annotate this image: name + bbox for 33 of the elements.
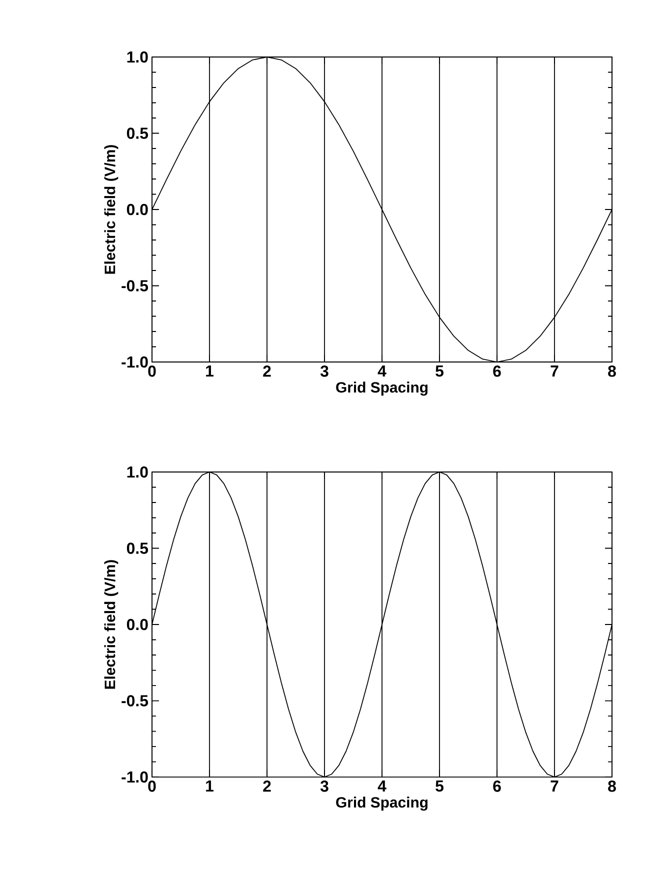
y-tick-label: 0.0 — [126, 618, 148, 630]
x-tick-label: 3 — [320, 780, 328, 792]
x-tick-label: 2 — [263, 780, 271, 792]
y-tick-label: 0.0 — [126, 204, 148, 216]
y-tick-label: -0.5 — [122, 695, 148, 706]
x-tick-label: 4 — [378, 366, 386, 376]
y-tick-label: 0.5 — [126, 128, 148, 139]
x-tick-label: 6 — [493, 366, 501, 377]
y-tick-label: -1.0 — [122, 771, 148, 783]
y-tick-label: 0.5 — [126, 542, 148, 554]
x-tick-label: 6 — [493, 780, 501, 792]
x-tick-label: 1 — [206, 366, 214, 376]
line-series — [152, 472, 612, 778]
y-axis-title: Electric field (V/m) — [104, 145, 118, 274]
x-tick-label: 5 — [436, 366, 444, 377]
y-tick-label: 1.0 — [127, 466, 148, 478]
x-tick-label: 8 — [608, 780, 616, 792]
x-axis-title: Grid Spacing — [336, 382, 428, 396]
x-tick-label: 0 — [148, 366, 156, 377]
x-tick-label: 3 — [320, 366, 328, 377]
x-tick-label: 1 — [206, 780, 214, 792]
x-tick-label: 2 — [263, 366, 271, 377]
x-tick-label: 8 — [608, 366, 616, 377]
x-axis-title: Grid Spacing — [336, 796, 428, 811]
y-axis-title: Electric field (V/m) — [104, 560, 118, 689]
x-tick-label: 4 — [378, 780, 386, 792]
y-tick-label: 1.0 — [127, 51, 148, 63]
y-tick-label: -1.0 — [122, 356, 148, 368]
x-tick-label: 7 — [550, 780, 558, 792]
y-tick-label: -0.5 — [122, 280, 148, 292]
x-tick-label: 5 — [436, 780, 444, 792]
x-tick-label: 0 — [148, 780, 156, 792]
x-tick-label: 7 — [550, 366, 558, 376]
